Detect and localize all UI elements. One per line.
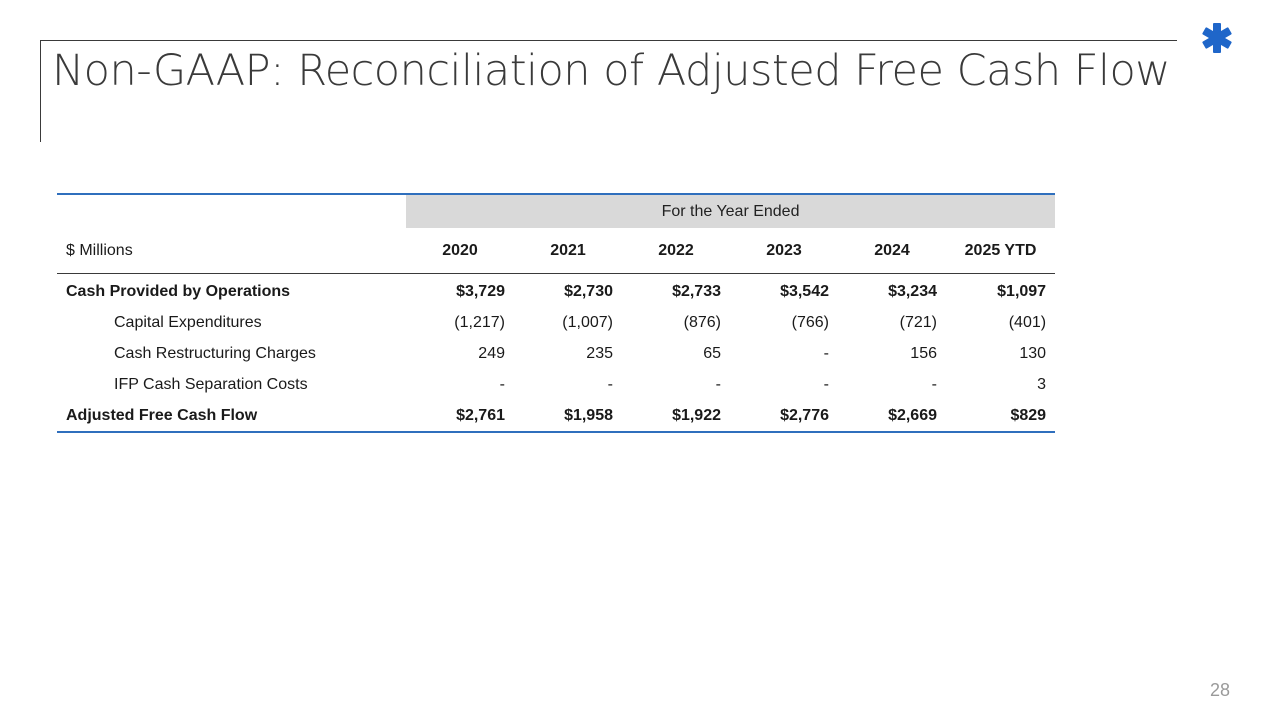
asterisk-logo-icon [1202,23,1232,53]
cell-value: - [715,375,721,393]
cell-value: 235 [586,344,613,362]
cell-value: 156 [910,344,937,362]
table-row: IFP Cash Separation Costs - - - - - 3 [57,369,1055,400]
table-row: Cash Provided by Operations $3,729 $2,73… [57,274,1055,308]
cell-value: $1,922 [672,406,721,424]
title-frame [40,40,1177,142]
cell-value: (876) [683,313,721,331]
year-header: 2023 [730,228,838,274]
cell-value: $2,776 [780,406,829,424]
row-label: Cash Provided by Operations [66,282,291,300]
year-header: 2025 YTD [946,228,1056,274]
page-title: Non-GAAP: Reconciliation of Adjusted Fre… [52,46,1170,96]
year-header: 2021 [514,228,622,274]
cell-value: 65 [703,344,721,362]
cell-value: $829 [1010,406,1047,424]
cell-value: (1,217) [454,313,505,331]
cell-value: - [823,375,829,393]
group-header-spacer [57,195,406,228]
table-row: Capital Expenditures (1,217) (1,007) (87… [57,307,1055,338]
page-number: 28 [1209,680,1230,700]
row-label: Adjusted Free Cash Flow [66,406,258,424]
table-row: Cash Restructuring Charges 249 235 65 - … [57,338,1055,369]
cell-value: $3,234 [888,282,937,300]
table-row-total: Adjusted Free Cash Flow $2,761 $1,958 $1… [57,400,1055,431]
cell-value: (1,007) [562,313,613,331]
cell-value: $1,958 [564,406,613,424]
cell-value: - [823,344,829,362]
cell-value: 249 [478,344,505,362]
table-top-rule [57,193,1055,195]
cell-value: $3,729 [456,282,505,300]
column-header-row: $ Millions 2020 2021 2022 2023 2024 2025… [57,228,1056,274]
cell-value: - [931,375,937,393]
cell-value: (721) [899,313,937,331]
cell-value: $2,669 [888,406,937,424]
unit-label: $ Millions [57,228,406,274]
year-header: 2020 [406,228,514,274]
cell-value: $2,761 [456,406,505,424]
cell-value: $3,542 [780,282,829,300]
cell-value: $2,730 [564,282,613,300]
group-header: For the Year Ended [406,195,1056,228]
cell-value: $2,733 [672,282,721,300]
cell-value: 3 [1037,375,1047,393]
row-label: IFP Cash Separation Costs [114,375,308,393]
year-header: 2024 [838,228,946,274]
cell-value: $1,097 [997,282,1047,300]
row-label: Capital Expenditures [114,313,262,331]
cell-value: - [499,375,505,393]
row-label: Cash Restructuring Charges [114,344,316,362]
reconciliation-table: For the Year Ended $ Millions 2020 2021 … [57,193,1056,433]
year-header: 2022 [622,228,730,274]
cell-value: - [607,375,613,393]
table-bottom-rule [57,431,1055,433]
cell-value: 130 [1019,344,1047,362]
cell-value: (766) [791,313,829,331]
cell-value: (401) [1008,313,1047,331]
